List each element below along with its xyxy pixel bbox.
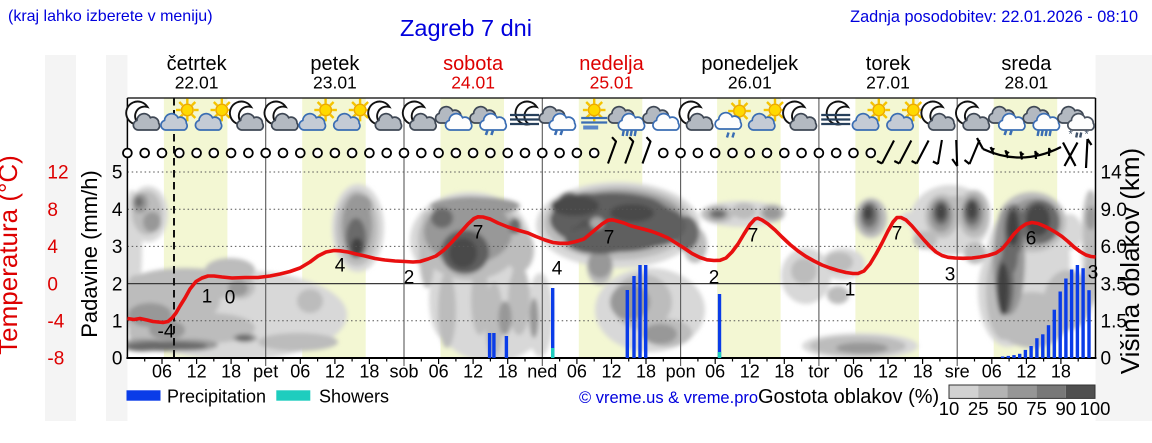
- svg-text:26.01: 26.01: [728, 73, 772, 93]
- svg-text:25.01: 25.01: [590, 73, 634, 93]
- svg-text:2: 2: [709, 268, 720, 289]
- svg-text:1: 1: [845, 280, 856, 301]
- svg-text:100: 100: [1080, 398, 1111, 419]
- svg-text:četrtek: četrtek: [167, 53, 228, 75]
- svg-text:5: 5: [112, 163, 123, 184]
- svg-text:12: 12: [878, 362, 898, 382]
- svg-text:06: 06: [982, 362, 1002, 382]
- svg-text:18: 18: [359, 362, 379, 382]
- svg-text:sob: sob: [389, 362, 418, 382]
- svg-text:sre: sre: [945, 362, 970, 382]
- svg-text:22.01: 22.01: [175, 73, 219, 93]
- svg-text:06: 06: [843, 362, 863, 382]
- svg-text:6.0: 6.0: [1101, 237, 1127, 258]
- svg-text:© vreme.us & vreme.pro: © vreme.us & vreme.pro: [579, 389, 758, 407]
- svg-text:06: 06: [567, 362, 587, 382]
- svg-text:12: 12: [740, 362, 760, 382]
- svg-text:4: 4: [335, 256, 346, 277]
- svg-text:6: 6: [1026, 229, 1037, 250]
- svg-text:18: 18: [1051, 362, 1071, 382]
- svg-text:-4: -4: [158, 322, 175, 343]
- svg-text:4: 4: [112, 200, 123, 221]
- svg-text:Višina oblakov (km): Višina oblakov (km): [1115, 148, 1145, 374]
- svg-text:0: 0: [1101, 349, 1112, 370]
- svg-text:sreda: sreda: [1001, 53, 1052, 75]
- svg-text:-8: -8: [47, 349, 64, 370]
- svg-text:Gostota oblakov (%): Gostota oblakov (%): [758, 386, 939, 408]
- svg-text:12: 12: [47, 163, 68, 184]
- svg-text:1.5: 1.5: [1101, 312, 1127, 333]
- svg-text:7: 7: [473, 223, 484, 244]
- svg-text:9.0: 9.0: [1101, 200, 1127, 221]
- svg-text:Temperatura (°C): Temperatura (°C): [0, 155, 23, 355]
- svg-text:2: 2: [404, 268, 415, 289]
- svg-text:18: 18: [498, 362, 518, 382]
- svg-text:50: 50: [997, 398, 1018, 419]
- svg-text:tor: tor: [808, 362, 829, 382]
- svg-text:7: 7: [604, 228, 615, 249]
- svg-text:0: 0: [47, 274, 58, 295]
- svg-text:3: 3: [112, 237, 123, 258]
- svg-text:24.01: 24.01: [451, 73, 495, 93]
- svg-text:06: 06: [152, 362, 172, 382]
- svg-text:0: 0: [225, 288, 236, 309]
- svg-text:18: 18: [221, 362, 241, 382]
- svg-text:-4: -4: [47, 312, 64, 333]
- svg-text:3.5: 3.5: [1101, 274, 1127, 295]
- svg-text:torek: torek: [866, 53, 911, 75]
- svg-text:Zadnja posodobitev: 22.01.2026: Zadnja posodobitev: 22.01.2026 - 08:10: [850, 8, 1138, 26]
- svg-text:7: 7: [748, 226, 759, 247]
- svg-text:2: 2: [112, 274, 123, 295]
- svg-text:28.01: 28.01: [1005, 73, 1049, 93]
- svg-text:3: 3: [945, 265, 956, 286]
- svg-text:nedelja: nedelja: [579, 53, 644, 75]
- svg-text:18: 18: [913, 362, 933, 382]
- svg-text:18: 18: [636, 362, 656, 382]
- svg-text:27.01: 27.01: [866, 73, 910, 93]
- svg-text:0: 0: [112, 349, 123, 370]
- svg-text:10: 10: [939, 398, 960, 419]
- svg-text:75: 75: [1026, 398, 1047, 419]
- svg-text:Zagreb 7 dni: Zagreb 7 dni: [400, 15, 532, 41]
- svg-text:Showers: Showers: [319, 387, 389, 407]
- svg-text:06: 06: [429, 362, 449, 382]
- svg-text:12: 12: [325, 362, 345, 382]
- svg-text:25: 25: [968, 398, 989, 419]
- svg-text:12: 12: [187, 362, 207, 382]
- svg-text:Precipitation: Precipitation: [167, 387, 266, 407]
- svg-text:Padavine (mm/h): Padavine (mm/h): [77, 170, 102, 338]
- svg-text:ponedeljek: ponedeljek: [701, 53, 799, 75]
- svg-text:sobota: sobota: [443, 53, 504, 75]
- svg-text:(kraj lahko izberete v meniju): (kraj lahko izberete v meniju): [8, 8, 213, 25]
- svg-text:3: 3: [1088, 263, 1099, 284]
- svg-text:12: 12: [463, 362, 483, 382]
- svg-text:23.01: 23.01: [313, 73, 357, 93]
- svg-text:14: 14: [1101, 163, 1123, 184]
- svg-text:18: 18: [774, 362, 794, 382]
- svg-text:7: 7: [892, 224, 903, 245]
- svg-text:4: 4: [552, 259, 563, 280]
- svg-text:12: 12: [601, 362, 621, 382]
- svg-text:pet: pet: [253, 362, 278, 382]
- svg-text:1: 1: [202, 287, 213, 308]
- svg-text:06: 06: [705, 362, 725, 382]
- svg-text:petek: petek: [310, 53, 360, 75]
- svg-text:4: 4: [47, 237, 58, 258]
- svg-text:pon: pon: [666, 362, 696, 382]
- svg-text:06: 06: [290, 362, 310, 382]
- svg-text:8: 8: [47, 200, 58, 221]
- svg-text:12: 12: [1016, 362, 1036, 382]
- svg-text:ned: ned: [527, 362, 557, 382]
- svg-text:1: 1: [112, 312, 123, 333]
- svg-text:90: 90: [1056, 398, 1077, 419]
